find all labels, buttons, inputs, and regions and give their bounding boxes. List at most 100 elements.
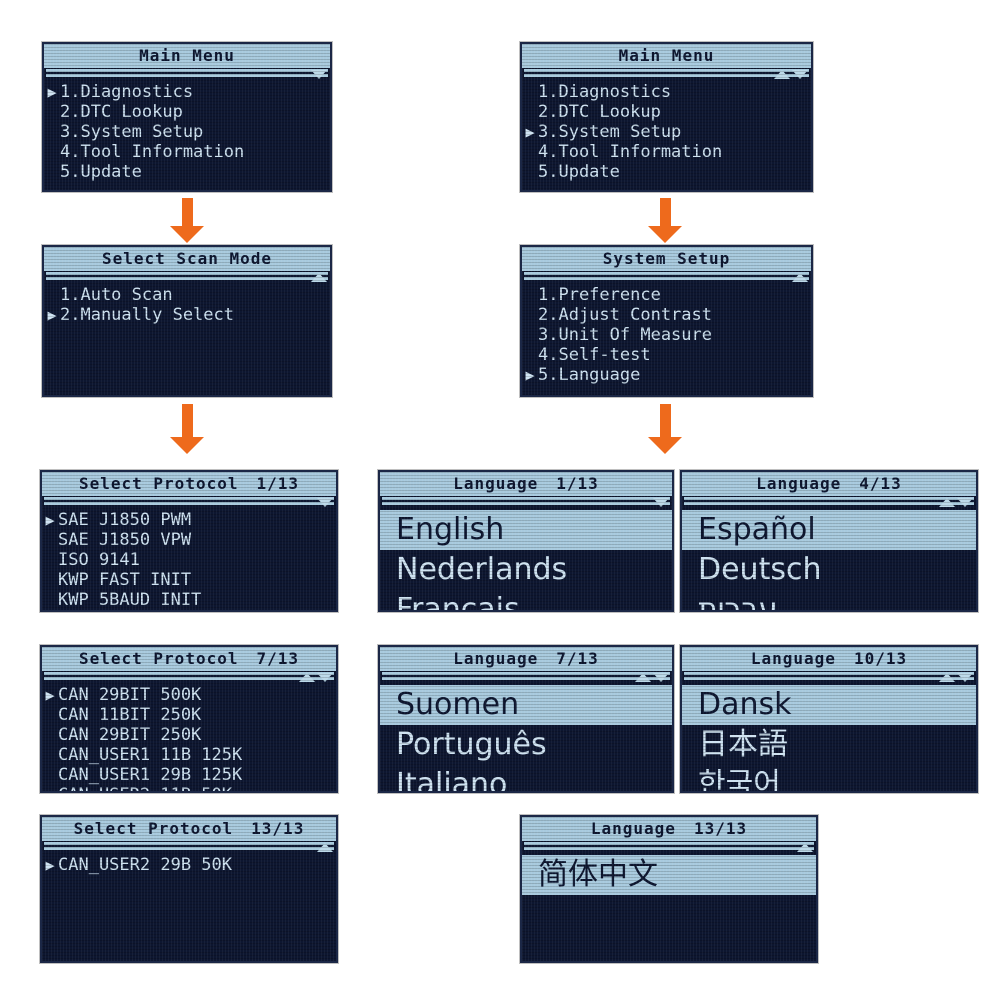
list-item[interactable]: ▶ 2.Manually Select (44, 305, 330, 325)
menu-list: ▶ 1.Diagnostics 2.DTC Lookup 3.System Setup… (44, 81, 330, 182)
list-item[interactable]: 1.Preference (522, 285, 811, 305)
list-item[interactable]: ▶ 1.Diagnostics (44, 82, 330, 102)
lcd-screen-language-4: Language 4/13 Español Deutsch עברית (680, 470, 978, 612)
list-item[interactable]: ▶ CAN_USER2 29B 50K (42, 855, 336, 875)
screen-title: Select Scan Mode (101, 249, 273, 268)
scroll-indicator-group (797, 841, 813, 854)
list-item[interactable]: CAN_USER2 11B 50K (42, 785, 336, 791)
list-item[interactable]: ▶ 5.Language (522, 365, 811, 385)
separator-and-scroll-indicators (522, 68, 811, 81)
list-item[interactable]: KWP FAST INIT (42, 570, 336, 590)
scroll-up-arrow-icon[interactable] (635, 673, 651, 682)
scroll-down-arrow-icon[interactable] (957, 673, 973, 682)
list-item[interactable]: 2.Adjust Contrast (522, 305, 811, 325)
list-item[interactable]: CAN_USER1 11B 125K (42, 745, 336, 765)
scroll-indicator-group (317, 496, 333, 509)
scroll-indicator-group (774, 68, 808, 81)
list-item[interactable]: ▶ SAE J1850 PWM (42, 510, 336, 530)
list-item[interactable]: ▶ CAN 29BIT 500K (42, 685, 336, 705)
list-item[interactable]: עברית (698, 592, 778, 612)
list-item[interactable]: CAN_USER1 29B 125K (42, 765, 336, 785)
list-item[interactable]: 1.Auto Scan (44, 285, 330, 305)
list-item[interactable]: English (380, 510, 672, 550)
list-item[interactable]: CAN 11BIT 500K (42, 610, 336, 612)
list-item[interactable]: Português (396, 727, 547, 762)
list-item[interactable]: 4.Self-test (522, 345, 811, 365)
list-item[interactable]: ▶ 3.System Setup (522, 122, 811, 142)
list-item[interactable]: 3.System Setup (44, 122, 330, 142)
selection-cursor-icon: ▶ (525, 123, 535, 141)
list-item[interactable]: 4.Tool Information (44, 142, 330, 162)
list-item-label: 2.DTC Lookup (538, 102, 661, 122)
list-item[interactable]: CAN 11BIT 250K (42, 705, 336, 725)
list-item[interactable]: SAE J1850 VPW (42, 530, 336, 550)
lcd-screen-select-protocol-1: Select Protocol 1/13 ▶ SAE J1850 PWM SAE J18… (40, 470, 338, 612)
list-item[interactable]: Dansk (682, 685, 976, 725)
menu-list: Dansk 日本語 한국어 (682, 684, 976, 793)
list-item[interactable]: 4.Tool Information (522, 142, 811, 162)
list-item[interactable]: ISO 9141 (42, 550, 336, 570)
scroll-indicator-group (653, 496, 669, 509)
scroll-up-arrow-icon[interactable] (939, 498, 955, 507)
list-item[interactable]: 1.Diagnostics (522, 82, 811, 102)
screen-title-bar: Select Protocol 1/13 (42, 472, 336, 496)
screen-title: Main Menu (139, 46, 235, 65)
list-item[interactable]: 2.DTC Lookup (44, 102, 330, 122)
scroll-up-arrow-icon[interactable] (774, 70, 790, 79)
scroll-down-arrow-icon[interactable] (653, 498, 669, 507)
list-item[interactable]: 2.DTC Lookup (522, 102, 811, 122)
list-item-label: 1.Preference (538, 285, 661, 305)
scroll-up-arrow-icon[interactable] (792, 273, 808, 282)
scroll-indicator-group (311, 271, 327, 284)
separator-and-scroll-indicators (42, 841, 336, 854)
list-item[interactable]: 简体中文 (522, 855, 816, 895)
scroll-down-arrow-icon[interactable] (317, 673, 333, 682)
scroll-down-arrow-icon[interactable] (957, 498, 973, 507)
scroll-up-arrow-icon[interactable] (311, 273, 327, 282)
list-item[interactable]: 한국어 (698, 767, 781, 793)
list-item[interactable]: KWP 5BAUD INIT (42, 590, 336, 610)
menu-list: Español Deutsch עברית (682, 509, 976, 612)
lcd-screen-select-protocol-13: Select Protocol 13/13 ▶ CAN_USER2 29B 50K (40, 815, 338, 963)
list-item[interactable]: Français (396, 592, 520, 612)
screen-title: Language (453, 649, 539, 668)
page-indicator: 4/13 (859, 474, 902, 493)
scroll-up-arrow-icon[interactable] (299, 673, 315, 682)
list-item[interactable]: CAN 29BIT 250K (42, 725, 336, 745)
arrow-head-icon (170, 437, 204, 454)
list-item[interactable]: 3.Unit Of Measure (522, 325, 811, 345)
list-item-label: 4.Tool Information (538, 142, 723, 162)
screen-title: System Setup (602, 249, 731, 268)
separator-line-bottom (382, 502, 670, 505)
scroll-indicator-group (317, 841, 333, 854)
scroll-down-arrow-icon[interactable] (792, 70, 808, 79)
scroll-down-arrow-icon[interactable] (653, 673, 669, 682)
separator-line-top (46, 272, 328, 275)
list-item[interactable]: 5.Update (44, 162, 330, 182)
list-item[interactable]: Deutsch (698, 552, 822, 587)
scroll-down-arrow-icon[interactable] (317, 498, 333, 507)
list-item-label: 5.Update (60, 162, 142, 182)
list-item-label: 3.Unit Of Measure (538, 325, 712, 345)
scroll-down-arrow-icon[interactable] (311, 70, 327, 79)
screen-title: Main Menu (618, 46, 715, 65)
scroll-up-arrow-icon[interactable] (797, 843, 813, 852)
scroll-indicator-group (635, 671, 669, 684)
menu-list: ▶ CAN 29BIT 500K CAN 11BIT 250K CAN 29BIT 2… (42, 684, 336, 791)
list-item[interactable]: 5.Update (522, 162, 811, 182)
list-item[interactable]: Italiano (396, 767, 508, 793)
scroll-up-arrow-icon[interactable] (939, 673, 955, 682)
list-item[interactable]: 日本語 (698, 727, 788, 762)
separator-line-top (44, 497, 334, 500)
separator-line-bottom (382, 677, 670, 680)
menu-list: 1.Preference 2.Adjust Contrast 3.Unit Of M… (522, 284, 811, 385)
list-item[interactable]: Nederlands (396, 552, 568, 587)
list-item-label: 4.Self-test (538, 345, 651, 365)
scroll-up-arrow-icon[interactable] (317, 843, 333, 852)
separator-line-bottom (524, 74, 809, 77)
list-item[interactable]: Suomen (380, 685, 672, 725)
menu-list: ▶ SAE J1850 PWM SAE J1850 VPW ISO 9141 KWP F… (42, 509, 336, 612)
screen-title-bar: Select Protocol 13/13 (42, 817, 336, 841)
list-item[interactable]: Español (682, 510, 976, 550)
scroll-indicator-group (299, 671, 333, 684)
